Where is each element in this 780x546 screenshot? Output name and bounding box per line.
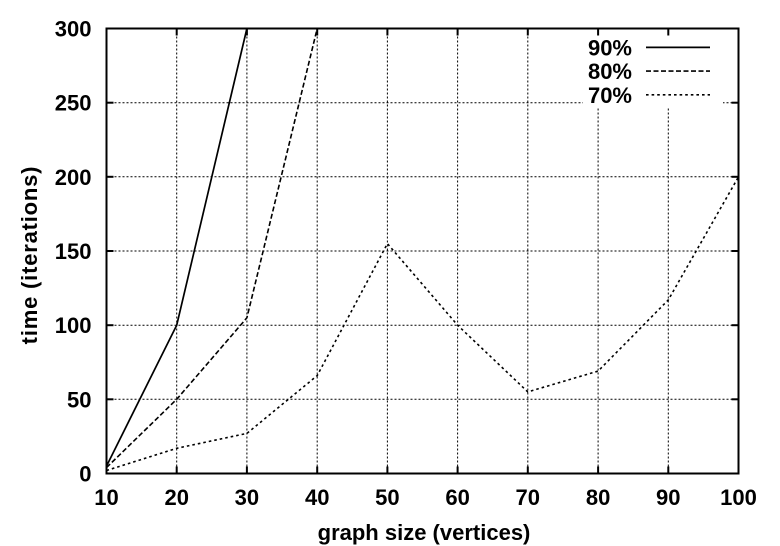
svg-text:80: 80 xyxy=(586,485,610,510)
svg-text:80%: 80% xyxy=(588,59,632,84)
svg-text:50: 50 xyxy=(67,387,91,412)
svg-text:60: 60 xyxy=(445,485,469,510)
svg-text:time (iterations): time (iterations) xyxy=(17,166,42,345)
svg-text:40: 40 xyxy=(305,485,329,510)
svg-text:100: 100 xyxy=(720,485,757,510)
svg-text:150: 150 xyxy=(55,239,92,264)
svg-text:90%: 90% xyxy=(588,35,632,60)
svg-text:30: 30 xyxy=(235,485,259,510)
svg-text:0: 0 xyxy=(79,462,91,487)
svg-text:200: 200 xyxy=(55,165,92,190)
svg-text:graph size (vertices): graph size (vertices) xyxy=(318,520,531,545)
svg-text:100: 100 xyxy=(55,313,92,338)
svg-text:20: 20 xyxy=(164,485,188,510)
svg-text:10: 10 xyxy=(94,485,118,510)
svg-text:70%: 70% xyxy=(588,83,632,108)
svg-text:300: 300 xyxy=(55,17,92,42)
svg-text:90: 90 xyxy=(656,485,680,510)
svg-text:70: 70 xyxy=(516,485,540,510)
svg-text:50: 50 xyxy=(375,485,399,510)
svg-text:250: 250 xyxy=(55,91,92,116)
